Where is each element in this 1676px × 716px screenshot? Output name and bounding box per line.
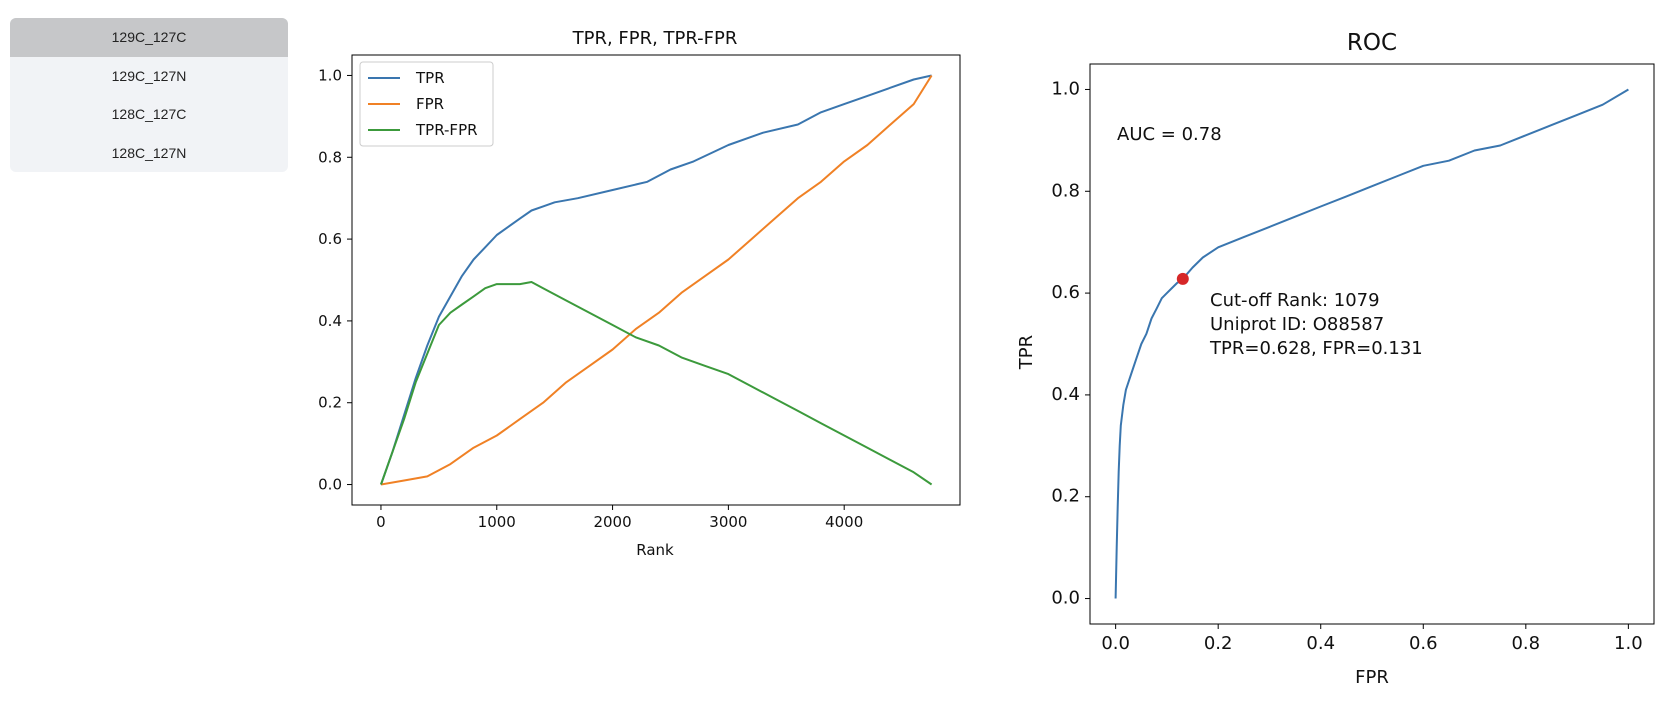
y-tick-label: 0.4: [318, 312, 342, 330]
plot-frame: [351, 54, 961, 506]
y-tick-label: 0.2: [318, 394, 342, 412]
x-tick-label: 1000: [478, 513, 516, 531]
x-tick-label: 2000: [593, 513, 631, 531]
legend-box: [359, 61, 494, 147]
series-line-tpr-fpr: [380, 281, 933, 486]
x-tick-label: 3000: [709, 513, 747, 531]
chart-title: TPR, FPR, TPR-FPR: [572, 28, 738, 49]
x-tick-label: 4000: [825, 513, 863, 531]
legend: TPR FPR TPR-FPR: [359, 61, 494, 147]
list-item[interactable]: 129C_127C: [10, 18, 288, 57]
comparison-list: 129C_127C 129C_127N 128C_127C 128C_127N: [10, 18, 288, 172]
y-tick-label: 0.8: [318, 148, 342, 166]
legend-label-fpr: FPR: [416, 95, 444, 113]
list-item[interactable]: 128C_127N: [111, 144, 187, 161]
list-item[interactable]: 129C_127N: [111, 67, 187, 84]
x-tick-label: 0: [376, 513, 386, 531]
y-tick-label: 0.0: [318, 476, 342, 494]
legend-label-tpr: TPR: [415, 69, 445, 87]
series-line-fpr: [380, 74, 933, 486]
legend-label-tpr-fpr: TPR-FPR: [415, 121, 478, 139]
series-line-tpr: [380, 74, 932, 485]
y-tick-label: 1.0: [318, 66, 342, 84]
y-tick-label: 0.6: [318, 230, 342, 248]
x-axis-label: Rank: [636, 541, 674, 559]
list-item[interactable]: 128C_127C: [111, 106, 187, 122]
